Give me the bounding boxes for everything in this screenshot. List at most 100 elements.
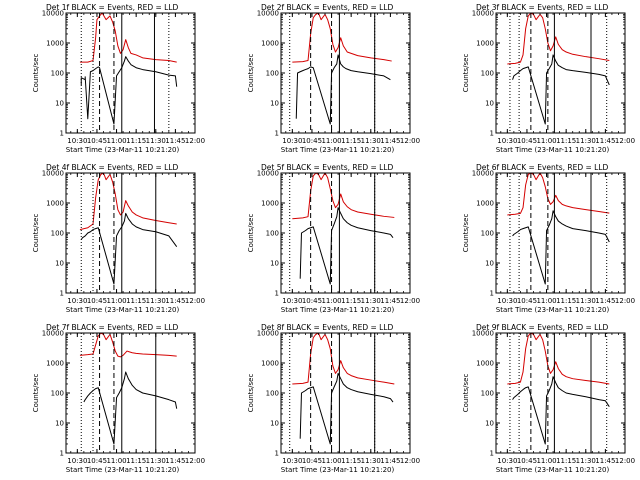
series-line-lld — [79, 12, 177, 63]
y-tick-label: 100 — [481, 390, 494, 398]
x-tick-label: 12:00 — [615, 137, 635, 145]
panel-4: 1 10 100 1000 10000 10:30 10:45 11:00 11:15 11:30… — [32, 163, 205, 314]
y-tick-label: 100 — [266, 70, 279, 78]
y-tick-label: 100 — [51, 390, 64, 398]
series-line-events — [512, 54, 610, 125]
x-tick-label: 11:45 — [380, 457, 400, 465]
y-axis-label: Counts/sec — [32, 54, 40, 93]
y-axis-label: Counts/sec — [247, 54, 255, 93]
plot-frame — [495, 332, 626, 454]
x-tick-label: 11:30 — [146, 457, 166, 465]
y-tick-label: 1000 — [476, 200, 494, 208]
x-axis-label: Start Time (23-Mar-11 10:21:20) — [66, 306, 180, 314]
y-tick-label: 10000 — [257, 170, 279, 178]
x-tick-label: 11:00 — [536, 137, 556, 145]
y-axis-label: Counts/sec — [462, 374, 470, 413]
series-line-lld — [79, 332, 177, 358]
y-tick-label: 10 — [485, 260, 494, 268]
x-tick-label: 11:45 — [595, 297, 615, 305]
y-axis-label: Counts/sec — [247, 374, 255, 413]
x-tick-label: 11:45 — [165, 457, 185, 465]
x-tick-label: 12:00 — [185, 137, 205, 145]
series-line-events — [512, 376, 610, 445]
x-tick-label: 10:30 — [67, 297, 87, 305]
y-tick-label: 10000 — [472, 10, 494, 18]
y-axis-label: Counts/sec — [32, 214, 40, 253]
x-tick-label: 11:30 — [146, 297, 166, 305]
panel-3: 1 10 100 1000 10000 10:30 10:45 11:00 11:15 11:30… — [462, 3, 635, 154]
x-tick-label: 11:00 — [536, 457, 556, 465]
x-tick-label: 10:30 — [497, 137, 517, 145]
x-tick-label: 11:00 — [321, 137, 341, 145]
x-tick-label: 11:15 — [126, 137, 146, 145]
panel-title: Det 5f BLACK = Events, RED = LLD — [261, 163, 394, 172]
x-tick-label: 10:45 — [302, 297, 322, 305]
x-tick-label: 12:00 — [185, 297, 205, 305]
x-axis-label: Start Time (23-Mar-11 10:21:20) — [66, 146, 180, 154]
x-tick-label: 11:15 — [126, 297, 146, 305]
x-tick-label: 10:30 — [67, 137, 87, 145]
y-tick-label: 1 — [490, 130, 494, 138]
y-tick-label: 10 — [55, 260, 64, 268]
x-tick-label: 10:45 — [517, 457, 537, 465]
series-line-events — [83, 371, 178, 445]
x-tick-label: 11:30 — [576, 137, 596, 145]
y-tick-label: 100 — [51, 230, 64, 238]
y-tick-label: 1000 — [261, 200, 279, 208]
x-axis-label: Start Time (23-Mar-11 10:21:20) — [281, 306, 395, 314]
y-tick-label: 1 — [275, 130, 279, 138]
x-tick-label: 11:00 — [321, 457, 341, 465]
y-tick-label: 1 — [275, 450, 279, 458]
y-tick-label: 1 — [60, 450, 64, 458]
x-tick-label: 10:30 — [282, 457, 302, 465]
panel-9: 1 10 100 1000 10000 10:30 10:45 11:00 11:15 11:30… — [462, 323, 635, 474]
y-tick-label: 10000 — [472, 330, 494, 338]
series-line-events — [299, 372, 394, 445]
x-tick-label: 11:00 — [321, 297, 341, 305]
x-axis-label: Start Time (23-Mar-11 10:21:20) — [66, 466, 180, 474]
y-tick-label: 10000 — [257, 10, 279, 18]
series-line-lld — [292, 12, 392, 63]
x-axis-label: Start Time (23-Mar-11 10:21:20) — [496, 306, 610, 314]
x-tick-label: 12:00 — [400, 297, 420, 305]
y-tick-label: 1 — [275, 290, 279, 298]
y-tick-label: 100 — [51, 70, 64, 78]
y-tick-label: 10 — [55, 420, 64, 428]
panel-title: Det 2f BLACK = Events, RED = LLD — [261, 3, 394, 12]
series-line-lld — [292, 332, 395, 385]
x-tick-label: 10:45 — [87, 137, 107, 145]
series-line-events — [80, 56, 178, 125]
y-tick-label: 10 — [270, 260, 279, 268]
x-tick-label: 11:45 — [380, 137, 400, 145]
y-axis-label: Counts/sec — [247, 214, 255, 253]
x-axis-label: Start Time (23-Mar-11 10:21:20) — [281, 146, 395, 154]
y-tick-label: 1000 — [46, 360, 64, 368]
y-tick-label: 1000 — [46, 200, 64, 208]
panel-title: Det 3f BLACK = Events, RED = LLD — [476, 3, 609, 12]
y-tick-label: 100 — [266, 230, 279, 238]
panel-title: Det 4f BLACK = Events, RED = LLD — [46, 163, 179, 172]
x-tick-label: 11:30 — [361, 137, 381, 145]
x-tick-label: 12:00 — [185, 457, 205, 465]
series-line-lld — [507, 12, 610, 65]
y-tick-label: 1000 — [476, 360, 494, 368]
series-line-events — [299, 207, 394, 285]
y-tick-label: 10000 — [257, 330, 279, 338]
y-tick-label: 10 — [270, 420, 279, 428]
x-tick-label: 11:00 — [536, 297, 556, 305]
y-axis-label: Counts/sec — [462, 54, 470, 93]
panel-6: 1 10 100 1000 10000 10:30 10:45 11:00 11:15 11:30… — [462, 163, 635, 314]
x-tick-label: 11:15 — [126, 457, 146, 465]
x-tick-label: 10:30 — [497, 297, 517, 305]
x-tick-label: 10:45 — [302, 457, 322, 465]
x-tick-label: 11:15 — [341, 297, 361, 305]
x-tick-label: 11:00 — [106, 297, 126, 305]
y-tick-label: 10 — [485, 420, 494, 428]
panel-5: 1 10 100 1000 10000 10:30 10:45 11:00 11:15 11:30… — [247, 163, 420, 314]
y-tick-label: 1 — [60, 290, 64, 298]
x-tick-label: 12:00 — [400, 457, 420, 465]
panel-1: 1 10 100 1000 10000 10:30 10:45 11:00 11:15 11:30… — [32, 3, 205, 154]
x-tick-label: 11:15 — [556, 137, 576, 145]
y-tick-label: 1 — [490, 290, 494, 298]
